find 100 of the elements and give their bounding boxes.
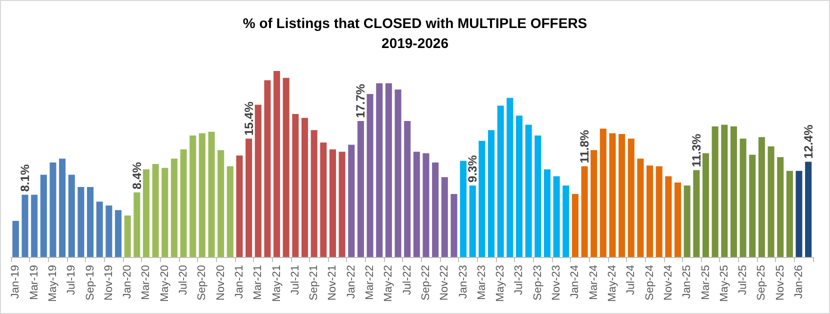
bar xyxy=(544,169,550,257)
bar xyxy=(693,170,700,257)
bar xyxy=(665,176,672,257)
bar xyxy=(348,144,355,257)
bar xyxy=(226,166,234,257)
bar xyxy=(478,140,486,257)
bar xyxy=(170,158,178,257)
data-label: 8.1% xyxy=(18,164,32,192)
bar xyxy=(292,114,299,257)
x-tick-label: Nov-21 xyxy=(326,265,339,300)
bar xyxy=(78,187,84,257)
bar xyxy=(572,194,578,257)
x-tick-label: May-22 xyxy=(382,265,395,302)
bar xyxy=(534,136,542,257)
bar xyxy=(190,136,196,257)
bar xyxy=(357,120,364,257)
bar xyxy=(274,70,280,257)
x-tick-label: Sep-22 xyxy=(420,265,432,300)
x-tick-label: Jul-23 xyxy=(513,265,526,295)
bar xyxy=(254,104,262,257)
x-tick-label: May-21 xyxy=(270,265,283,302)
bar xyxy=(310,130,318,257)
x-tick-label: Jan-20 xyxy=(122,265,134,299)
x-tick-label: Jan-21 xyxy=(233,265,246,299)
x-tick-label: May-25 xyxy=(718,265,730,302)
x-tick-label: Mar-20 xyxy=(140,265,152,300)
bar xyxy=(180,149,187,257)
bar xyxy=(246,138,252,257)
bar xyxy=(740,138,746,257)
bar xyxy=(618,134,626,257)
bar xyxy=(162,168,168,257)
bar xyxy=(432,162,439,257)
bar xyxy=(441,177,448,257)
bar xyxy=(721,124,728,257)
x-tick-label: Jan-22 xyxy=(345,265,358,299)
data-label: 12.4% xyxy=(801,124,816,159)
x-tick-label: Mar-25 xyxy=(700,265,712,300)
bar xyxy=(656,166,662,257)
x-tick-label: Sep-20 xyxy=(196,265,208,300)
x-tick-label: Jan-24 xyxy=(569,265,582,299)
x-tick-label: Jan-19 xyxy=(10,265,22,299)
bar xyxy=(684,186,690,257)
bar xyxy=(12,220,19,257)
bar xyxy=(264,80,271,257)
bar xyxy=(236,156,243,257)
x-tick-label: Jan-23 xyxy=(457,265,470,299)
bar xyxy=(488,130,495,257)
x-tick-label: Sep-24 xyxy=(644,265,656,300)
bar xyxy=(218,150,224,257)
bar xyxy=(208,132,215,257)
bar xyxy=(59,158,66,257)
bar xyxy=(329,149,336,257)
bar xyxy=(40,174,47,257)
x-tick-label: Nov-25 xyxy=(774,265,786,300)
bar xyxy=(301,118,308,257)
chart-title: % of Listings that CLOSED with MULTIPLE OFFERS xyxy=(242,15,588,31)
bar xyxy=(786,170,793,257)
bar xyxy=(777,157,784,257)
x-tick-label: Jan-25 xyxy=(681,265,694,299)
data-label: 11.3% xyxy=(689,133,704,168)
bar xyxy=(796,170,802,257)
x-tick-label: Sep-19 xyxy=(84,265,96,300)
bar xyxy=(198,133,206,257)
bar xyxy=(152,164,159,257)
x-tick-label: Jul-22 xyxy=(401,265,414,295)
bar xyxy=(768,146,774,257)
bar xyxy=(553,176,560,257)
bar xyxy=(525,124,532,257)
bar xyxy=(96,202,103,257)
x-tick-label: Jan-26 xyxy=(793,265,806,299)
data-label: 17.7% xyxy=(354,84,368,118)
bar xyxy=(142,169,150,257)
bar xyxy=(385,83,392,257)
bar xyxy=(413,152,420,257)
bar xyxy=(404,120,411,257)
bar xyxy=(637,158,644,257)
x-tick-label: Jul-24 xyxy=(625,265,638,295)
bar xyxy=(600,128,606,257)
x-tick-label: Sep-23 xyxy=(532,265,544,300)
bar xyxy=(134,192,140,257)
bar xyxy=(31,194,38,257)
x-tick-label: Jul-20 xyxy=(178,265,190,295)
bar xyxy=(609,133,616,257)
bar xyxy=(320,142,327,257)
x-tick-label: Jul-19 xyxy=(66,265,78,295)
x-tick-label: Nov-23 xyxy=(550,265,563,300)
x-tick-label: Jul-25 xyxy=(737,265,750,295)
x-tick-label: Mar-19 xyxy=(28,265,40,300)
x-tick-label: Nov-20 xyxy=(214,265,227,300)
x-tick-label: Mar-21 xyxy=(252,265,264,300)
x-tick-label: Jul-21 xyxy=(289,265,302,295)
bar xyxy=(646,166,654,257)
data-label: 9.3% xyxy=(466,154,480,183)
x-tick-label: Sep-25 xyxy=(756,265,768,300)
bar xyxy=(460,160,467,257)
data-label: 15.4% xyxy=(242,101,256,136)
x-tick-label: Nov-19 xyxy=(102,265,115,300)
bar xyxy=(114,210,122,257)
x-tick-label: Nov-22 xyxy=(438,265,451,300)
bar xyxy=(450,194,458,257)
